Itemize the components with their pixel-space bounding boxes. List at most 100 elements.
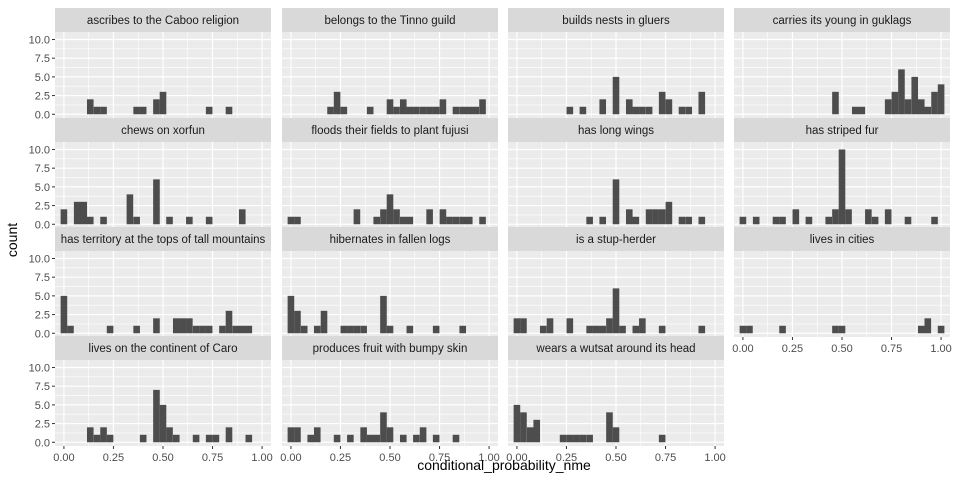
histogram-bar [340,325,348,334]
histogram-bar [678,216,686,225]
facet-strip [508,118,724,142]
histogram-bar [832,209,839,225]
histogram-bar [153,318,160,334]
histogram-bar [347,434,354,443]
histogram-bar [865,209,872,225]
histogram-bar [199,325,206,334]
histogram-bar [465,216,473,225]
histogram-bar [333,434,341,443]
x-tick-label: 1.00 [251,452,272,464]
histogram-bar [599,99,607,115]
histogram-bar [566,434,574,443]
histogram-bar [205,434,213,443]
histogram-bar [73,201,81,225]
histogram-bar [399,216,407,225]
y-tick-label: 5.0 [35,182,50,194]
histogram-bar [166,216,173,225]
histogram-bar [832,91,839,115]
histogram-bar [287,427,295,443]
histogram-bar [313,325,321,334]
histogram-bar [884,99,892,115]
histogram-bar [439,209,447,225]
histogram-bar [205,106,213,115]
histogram-bar [426,209,433,225]
histogram-bar [658,91,666,115]
histogram-bar [245,325,253,334]
histogram-bar [792,209,800,225]
facet-title: lives in cities [810,234,875,246]
histogram-bar [559,434,567,443]
histogram-bar [459,325,467,334]
histogram-bar [606,318,613,334]
histogram-bar [845,209,852,225]
histogram-bar [86,99,94,115]
histogram-bar [192,434,200,443]
facet-title: has long wings [578,125,654,137]
histogram-bar [186,216,193,225]
x-tick-label: 0.25 [103,452,124,464]
histogram-bar [360,427,367,443]
histogram-bar [93,434,101,443]
histogram-bar [459,216,467,225]
histogram-bar [599,216,607,225]
y-tick-label: 2.5 [35,91,50,103]
histogram-bar [752,216,760,225]
histogram-bar [520,412,527,443]
y-tick-label: 10.0 [29,253,50,265]
histogram-bar [353,325,361,334]
facet-strip [282,227,498,251]
histogram-bar [639,106,646,115]
histogram-bar [632,325,640,334]
facet-panel: has long wings [508,118,724,228]
histogram-bar [439,99,447,115]
histogram-bar [347,325,354,334]
histogram-bar [520,318,527,334]
histogram-bar [172,434,180,443]
histogram-bar [472,106,480,115]
facet-title: builds nests in gluers [562,15,670,27]
histogram-bar [294,216,301,225]
histogram-bar [327,106,334,115]
histogram-bar [592,325,600,334]
facet-title: has territory at the tops of tall mounta… [61,234,266,246]
histogram-bar [186,318,193,334]
histogram-bar [80,201,88,225]
facet-title: produces fruit with bumpy skin [313,343,468,355]
histogram-bar [825,216,833,225]
histogram-bar [931,91,938,115]
facet-title: floods their fields to plant fujusi [311,125,468,137]
facet-strip [508,336,724,360]
histogram-bar [386,325,394,334]
histogram-bar [225,310,233,334]
x-tick-label: 0.25 [330,452,351,464]
histogram-bar [832,325,839,334]
histogram-bar [432,325,440,334]
histogram-bar [606,412,613,443]
histogram-bar [612,427,620,443]
histogram-bar [739,216,747,225]
histogram-bar [658,434,666,443]
x-tick-label: 0.00 [53,452,74,464]
histogram-bar [67,325,74,334]
histogram-bar [100,106,107,115]
histogram-bar [612,179,620,225]
facet-title: chews on xorfun [121,125,205,137]
histogram-bar [225,427,233,443]
facet-strip [55,336,271,360]
histogram-bar [406,325,414,334]
histogram-bar [373,216,381,225]
histogram-bar [139,106,147,115]
histogram-bar [924,318,932,334]
x-tick-label: 0.00 [732,343,753,355]
histogram-bar [153,389,160,443]
facet-strip [282,118,498,142]
y-tick-label: 0.0 [35,328,50,340]
histogram-bar [937,84,945,115]
histogram-bar [106,325,114,334]
facet-title: wears a wutsat around its head [535,343,695,355]
histogram-bar [566,106,574,115]
histogram-bar [340,106,348,115]
histogram-bar [386,427,394,443]
histogram-bar [533,419,541,443]
